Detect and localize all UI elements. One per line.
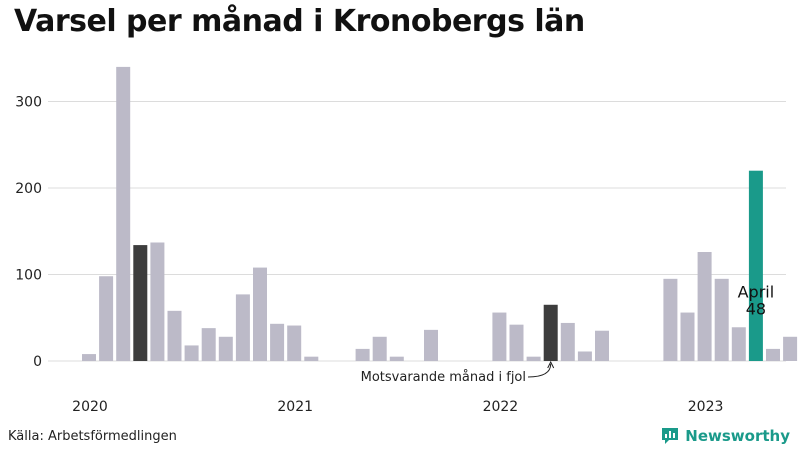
x-tick-label: 2021 — [277, 399, 313, 415]
bar — [766, 348, 780, 361]
brand-name: Newsworthy — [685, 427, 790, 445]
y-tick-label: 100 — [15, 268, 42, 284]
bar — [526, 356, 541, 361]
bar — [697, 252, 712, 361]
bar — [663, 278, 678, 361]
bar — [680, 312, 695, 361]
bars — [82, 66, 798, 362]
bar — [116, 66, 131, 362]
bar — [714, 278, 729, 361]
newsworthy-logo-icon — [662, 428, 679, 444]
y-axis-ticks: 0 100 200 300 — [15, 95, 42, 371]
bar — [235, 294, 250, 361]
bar — [287, 325, 302, 361]
comparison-bar — [133, 245, 148, 361]
bar — [218, 336, 233, 361]
bar — [184, 345, 199, 361]
bar — [99, 276, 114, 361]
x-tick-label: 2022 — [483, 399, 519, 415]
bar — [304, 356, 319, 361]
comparison-bar — [543, 304, 558, 361]
bar — [424, 329, 438, 361]
y-tick-label: 300 — [15, 95, 42, 111]
y-tick-label: 0 — [33, 354, 42, 370]
bar — [389, 356, 404, 361]
annotation-label: Motsvarande månad i fjol — [361, 370, 526, 385]
bar — [509, 324, 524, 361]
x-axis-ticks: 2020 2021 2022 2023 — [72, 399, 723, 415]
y-tick-label: 200 — [15, 181, 42, 197]
bar — [167, 310, 182, 361]
x-tick-label: 2023 — [688, 399, 724, 415]
bar — [355, 348, 370, 361]
bar — [731, 327, 746, 361]
bar — [492, 312, 507, 361]
brand-logo: Newsworthy — [660, 426, 790, 446]
bar — [372, 336, 387, 361]
annotation-arrow — [527, 363, 552, 378]
bar — [82, 354, 96, 361]
highlight-bar — [748, 170, 763, 361]
highlight-month-label: April — [738, 282, 775, 301]
bar — [560, 322, 575, 361]
bar — [270, 323, 285, 361]
source-label: Källa: Arbetsförmedlingen — [8, 429, 177, 444]
bar — [253, 267, 267, 361]
bar — [595, 330, 609, 361]
chart-title: Varsel per månad i Kronobergs län — [14, 4, 585, 39]
bar — [201, 328, 216, 361]
annotation-arrowhead — [547, 360, 555, 369]
bar — [577, 351, 592, 361]
bar — [783, 336, 798, 361]
highlight-value-label: 48 — [746, 299, 766, 318]
x-tick-label: 2020 — [72, 399, 108, 415]
bar — [150, 242, 165, 361]
